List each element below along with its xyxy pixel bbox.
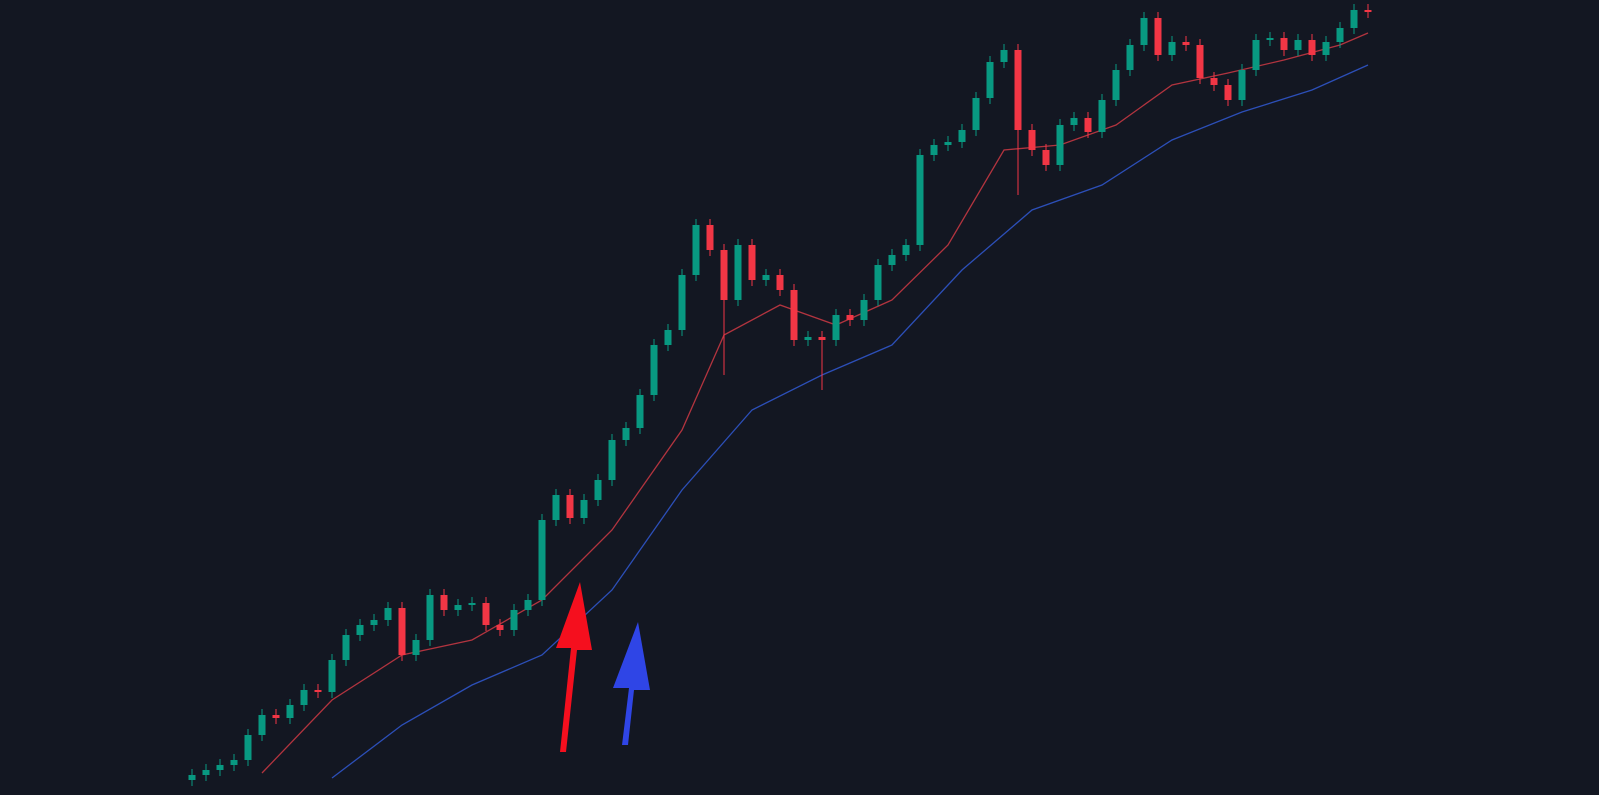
candle-body xyxy=(1112,70,1120,100)
candle-body xyxy=(482,603,490,625)
candle-body xyxy=(1140,18,1148,45)
candle-body xyxy=(692,225,700,275)
candle-body xyxy=(1000,50,1008,62)
candle-body xyxy=(384,608,392,620)
candle-body xyxy=(1350,10,1358,28)
candle-body xyxy=(888,255,896,265)
candle-body xyxy=(454,605,462,610)
candle-body xyxy=(832,315,840,340)
candle-body xyxy=(510,610,518,630)
candle-body xyxy=(426,595,434,640)
candle-body xyxy=(944,142,952,145)
candle-body xyxy=(230,760,238,765)
candle-body xyxy=(1028,130,1036,150)
candle-body xyxy=(496,625,504,630)
candle-body xyxy=(776,275,784,290)
candle-body xyxy=(258,715,266,735)
candle-body xyxy=(804,337,812,340)
candle-body xyxy=(1252,40,1260,70)
blue-arrow xyxy=(613,622,650,745)
candle-body xyxy=(202,770,210,775)
candle-body xyxy=(272,715,280,718)
candle-body xyxy=(440,595,448,610)
candle-body xyxy=(1014,50,1022,130)
candle-body xyxy=(286,705,294,718)
candle-body xyxy=(1210,78,1218,85)
candle-body xyxy=(300,690,308,705)
candle-body xyxy=(1336,28,1344,42)
candle-body xyxy=(468,603,476,605)
candle-body xyxy=(846,315,854,320)
candle-body xyxy=(566,495,574,518)
candle-body xyxy=(356,625,364,635)
candle-body xyxy=(1294,40,1302,50)
candle-body xyxy=(1280,38,1288,50)
candle-body xyxy=(958,130,966,142)
candle-body xyxy=(636,395,644,428)
candle-body xyxy=(1182,42,1190,45)
candle-body xyxy=(552,495,560,520)
candle-body xyxy=(734,245,742,300)
candle-body xyxy=(664,330,672,345)
candle-body xyxy=(1168,42,1176,55)
candle-body xyxy=(328,660,336,692)
candle-body xyxy=(748,245,756,280)
candle-body xyxy=(706,225,714,250)
candle-body xyxy=(398,608,406,655)
candle-body xyxy=(524,600,532,610)
moving-average xyxy=(331,64,1369,779)
candle-body xyxy=(1154,18,1162,55)
candle-body xyxy=(650,345,658,395)
candle-body xyxy=(762,275,770,280)
candle-body xyxy=(1042,150,1050,165)
candle-body xyxy=(818,337,826,340)
candle-body xyxy=(678,275,686,330)
candle-body xyxy=(1266,38,1274,40)
candle-body xyxy=(538,520,546,600)
plot xyxy=(188,4,1372,786)
candle-body xyxy=(594,480,602,500)
candle-body xyxy=(874,265,882,300)
candle-body xyxy=(1308,40,1316,55)
candle-body xyxy=(1196,45,1204,78)
candle-body xyxy=(216,765,224,770)
candle-body xyxy=(930,145,938,155)
candle-body xyxy=(720,250,728,300)
candle-body xyxy=(1322,42,1330,55)
candle-body xyxy=(580,500,588,518)
candle-body xyxy=(790,290,798,340)
candle-body xyxy=(1056,125,1064,165)
candle-body xyxy=(1224,85,1232,100)
candle-body xyxy=(608,440,616,480)
candle-body xyxy=(1364,10,1372,12)
candle-body xyxy=(342,635,350,660)
candle-body xyxy=(860,300,868,320)
candle-body xyxy=(986,62,994,98)
candle-body xyxy=(1084,118,1092,132)
candle-body xyxy=(1126,45,1134,70)
candle-body xyxy=(622,428,630,440)
candle-body xyxy=(916,155,924,245)
candle-body xyxy=(412,640,420,655)
candle-body xyxy=(1238,70,1246,100)
candle-body xyxy=(188,775,196,780)
candle-body xyxy=(1070,118,1078,125)
candle-body xyxy=(972,98,980,130)
candle-body xyxy=(370,620,378,625)
candle-body xyxy=(244,735,252,760)
candle-body xyxy=(1098,100,1106,132)
red-arrow xyxy=(556,582,592,752)
candle-body xyxy=(314,690,322,692)
candle-body xyxy=(902,245,910,255)
